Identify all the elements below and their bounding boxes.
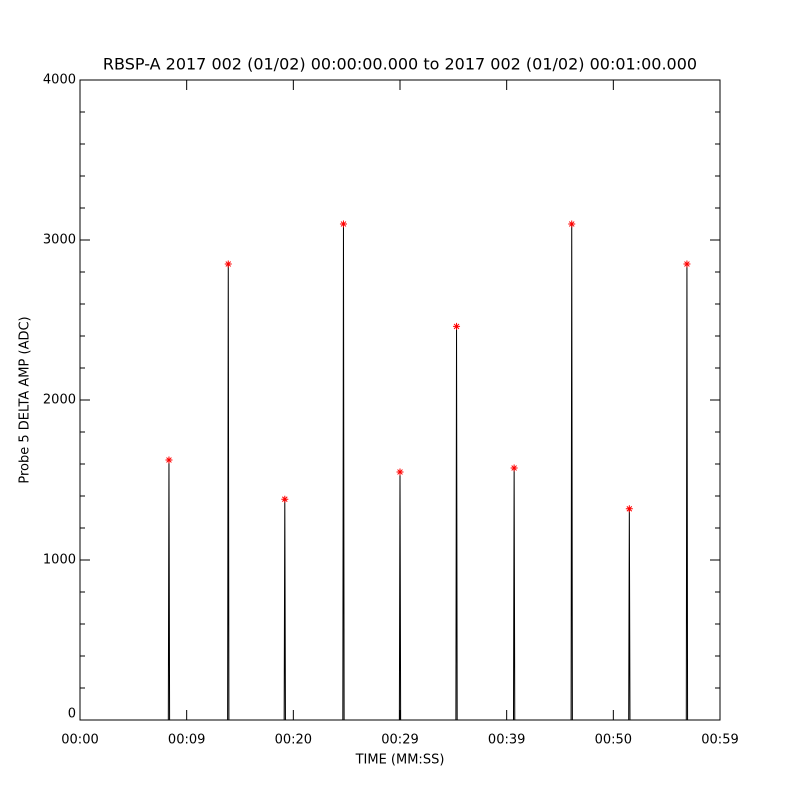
peak-marker xyxy=(281,495,289,503)
trace-line xyxy=(167,223,689,721)
peak-marker xyxy=(683,260,691,268)
x-tick-label: 00:39 xyxy=(488,733,525,748)
peak-marker xyxy=(224,260,232,268)
y-tick-label: 3000 xyxy=(43,233,76,248)
peak-marker xyxy=(510,464,518,472)
x-tick-label: 00:59 xyxy=(701,733,738,748)
y-tick-label: 2000 xyxy=(43,393,76,408)
y-axis-label: Probe 5 DELTA AMP (ADC) xyxy=(18,316,33,483)
y-tick-label: 1000 xyxy=(43,553,76,568)
x-tick-label: 00:09 xyxy=(168,733,205,748)
peak-marker xyxy=(165,456,173,464)
peak-marker xyxy=(568,220,576,228)
peak-marker xyxy=(625,505,633,513)
chart-title: RBSP-A 2017 002 (01/02) 00:00:00.000 to … xyxy=(103,55,697,74)
x-tick-label: 00:00 xyxy=(61,733,98,748)
peak-marker xyxy=(396,468,404,476)
peak-marker xyxy=(453,322,461,330)
y-tick-label: 4000 xyxy=(43,73,76,88)
y-tick-label: 0 xyxy=(68,707,76,722)
x-axis-label: TIME (MM:SS) xyxy=(355,753,445,768)
x-tick-label: 00:50 xyxy=(595,733,632,748)
peak-marker xyxy=(339,220,347,228)
x-tick-label: 00:20 xyxy=(275,733,312,748)
x-tick-label: 00:29 xyxy=(381,733,418,748)
